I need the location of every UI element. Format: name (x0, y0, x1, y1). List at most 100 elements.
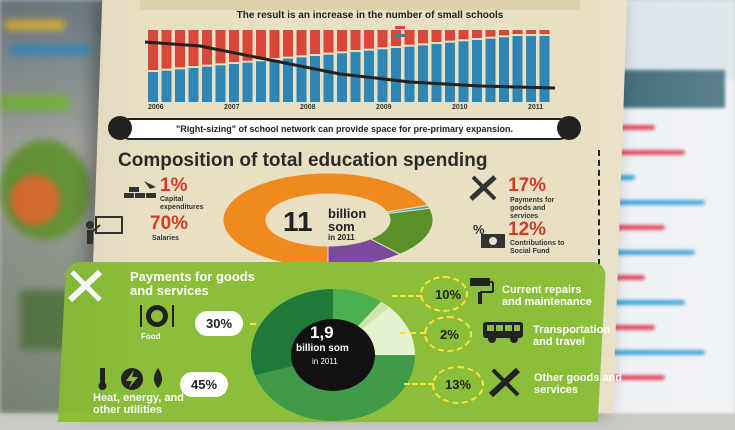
chart-bar-blue (202, 66, 212, 102)
chart-bar-blue (377, 49, 388, 102)
other-segment (360, 306, 415, 355)
chart-bar-blue (269, 60, 280, 102)
food-pct: 30% (195, 311, 244, 336)
chart-bar-red (485, 30, 496, 37)
other-leader (404, 383, 434, 385)
payments-donut (248, 285, 418, 425)
bus-icon (482, 320, 526, 349)
repairs-ring (420, 276, 468, 312)
schools-bar-chart (140, 22, 560, 110)
chart-bar-blue (215, 65, 226, 102)
teacher-board-icon (82, 215, 126, 254)
chart-bar-red (418, 30, 428, 44)
salaries-pct: 70% (150, 213, 189, 234)
chart-bar-blue (404, 46, 415, 102)
paint-roller-icon (468, 276, 496, 311)
percent-money-icon: % (473, 222, 507, 255)
school-right-icon (557, 116, 581, 140)
composition-title: Composition of total education spending (118, 150, 488, 171)
chart-bar-red (269, 30, 280, 58)
ruler-pencil-icon (469, 175, 499, 206)
total-year: in 2011 (328, 233, 355, 242)
chart-bar-blue (472, 40, 482, 102)
salaries-label: Salaries (152, 235, 179, 242)
composition-donut (218, 170, 438, 270)
tools-icon (488, 366, 522, 403)
chart-bar-blue (391, 48, 401, 102)
utilities-segment (255, 355, 415, 421)
chart-bar-red (229, 30, 239, 62)
banner-text: "Right-sizing" of school network can pro… (175, 124, 514, 134)
year-label: 2010 (452, 104, 468, 111)
year-label: 2011 (528, 104, 544, 111)
chart-bar-blue (310, 56, 320, 102)
chart-bar-blue (499, 37, 509, 103)
payments-total-year: in 2011 (312, 357, 338, 366)
bus-left-icon (108, 116, 132, 140)
donut-center (291, 319, 375, 391)
chart-bar-red (283, 30, 293, 57)
social-label: Contributions to Social Fund (510, 240, 565, 255)
chart-bar-red (310, 30, 320, 54)
other-pct: 13% (445, 377, 472, 392)
right-sizing-banner: "Right-sizing" of school network can pro… (108, 116, 581, 140)
chart-bar-blue (175, 69, 185, 102)
payments-total-number: 1,9 (310, 323, 334, 342)
brick-trowel-icon (122, 179, 158, 210)
chart-bar-red (391, 30, 401, 46)
chart-bar-red (404, 30, 415, 45)
transport-ring (424, 316, 472, 352)
year-label: 2006 (148, 104, 164, 111)
chart-bar-red (499, 30, 509, 36)
utilities-pct: 45% (180, 372, 229, 397)
chart-bar-red (364, 30, 374, 49)
thermometer-bolt-drop-icon (96, 366, 170, 397)
chart-subtitle: The result is an increase in the number … (236, 10, 504, 21)
chart-bar-red (512, 30, 523, 34)
chart-bar-red (296, 30, 307, 56)
chart-bar-red (539, 30, 550, 34)
salaries-segment (222, 172, 429, 268)
chart-bar-red (337, 30, 347, 52)
top-strip (140, 0, 580, 10)
total-number: 11 (283, 206, 313, 237)
chart-bar-blue (256, 61, 266, 102)
other-ring (432, 366, 484, 404)
social-pct: 12% (508, 219, 547, 240)
chart-bar-blue (445, 42, 455, 102)
chart-bar-red (526, 30, 536, 34)
trend-line (144, 40, 556, 90)
capital-label: Capital expenditures (160, 196, 204, 211)
repairs-label: Current repairs and maintenance (502, 284, 592, 308)
chart-bar-blue (337, 53, 347, 102)
ruler-pencil-panel-icon (66, 268, 106, 304)
chart-bar-red (431, 30, 442, 42)
svg-text:%: % (473, 222, 485, 237)
year-label: 2008 (300, 104, 316, 111)
chart-bar-red (377, 30, 388, 48)
payments-total-unit: billion som (296, 343, 349, 354)
chart-bar-red (458, 30, 469, 40)
connector-line (598, 150, 600, 265)
food-label: Food (141, 332, 161, 341)
transport-pct: 2% (440, 327, 459, 342)
chart-bar-blue (161, 70, 172, 102)
chart-bar-blue (148, 72, 158, 102)
chart-bar-blue (283, 58, 293, 102)
chart-bar-red (242, 30, 253, 61)
total-unit: billion som (328, 206, 367, 234)
chart-bar-red (188, 30, 199, 66)
chart-bar-blue (296, 57, 307, 102)
chart-bar-red (215, 30, 226, 64)
chart-bar-red (175, 30, 185, 68)
payments-title: Payments for goods and services (130, 269, 255, 298)
chart-bar-blue (431, 44, 442, 102)
repairs-pct: 10% (435, 287, 462, 302)
chart-bar-blue (458, 41, 469, 102)
chart-bar-red (350, 30, 361, 50)
chart-bar-blue (323, 54, 334, 102)
chart-bar-blue (485, 38, 496, 102)
chart-bar-red (472, 30, 482, 38)
year-label: 2007 (224, 104, 240, 111)
transport-label: Transportation and travel (533, 324, 611, 348)
